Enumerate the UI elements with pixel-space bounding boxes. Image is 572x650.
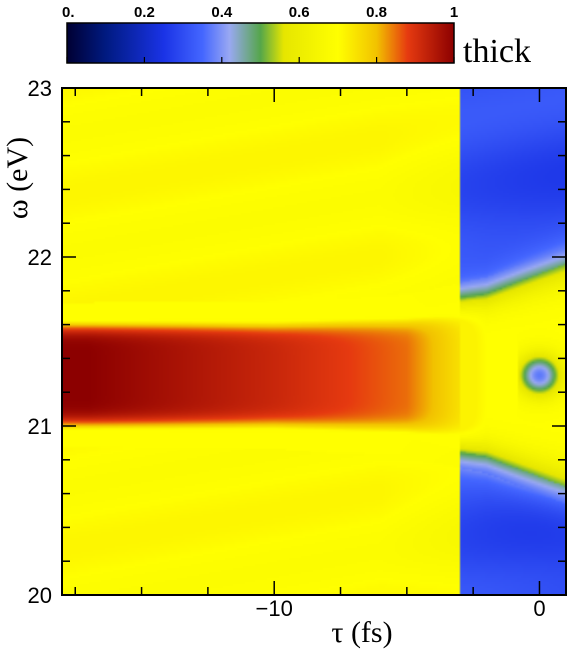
panel-label: thick [463, 33, 531, 70]
heatmap-image [62, 88, 566, 595]
y-tick-label: 20 [28, 583, 52, 608]
colorbar-gradient [66, 22, 455, 64]
y-tick-label: 21 [28, 414, 52, 439]
x-axis-ticks: −10 0 [74, 88, 546, 621]
colorbar-tick-label: 0. [62, 4, 75, 21]
colorbar-tick-label: 0.4 [211, 4, 233, 21]
x-tick-label: 0 [533, 596, 545, 621]
colorbar-tick-labels: 0. 0.2 0.4 0.6 0.8 1 [62, 4, 458, 21]
x-tick-label: −10 [256, 596, 293, 621]
y-tick-label: 22 [28, 245, 52, 270]
colorbar-ticks [66, 57, 455, 63]
colorbar-tick-label: 0.6 [289, 4, 310, 21]
y-axis-ticks: 20 21 22 23 [28, 76, 566, 608]
plot-area: −10 0 20 21 22 23 [28, 76, 567, 621]
colorbar-tick-label: 0.8 [366, 4, 387, 21]
colorbar-tick-label: 0.2 [134, 4, 155, 21]
plot-frame [61, 87, 567, 596]
x-axis-label: τ (fs) [331, 616, 392, 649]
y-tick-label: 23 [28, 76, 52, 101]
colorbar-tick-label: 1 [450, 4, 458, 21]
y-axis-label: ω (eV) [1, 137, 34, 219]
colorbar: 0. 0.2 0.4 0.6 0.8 1 thick [62, 4, 531, 70]
